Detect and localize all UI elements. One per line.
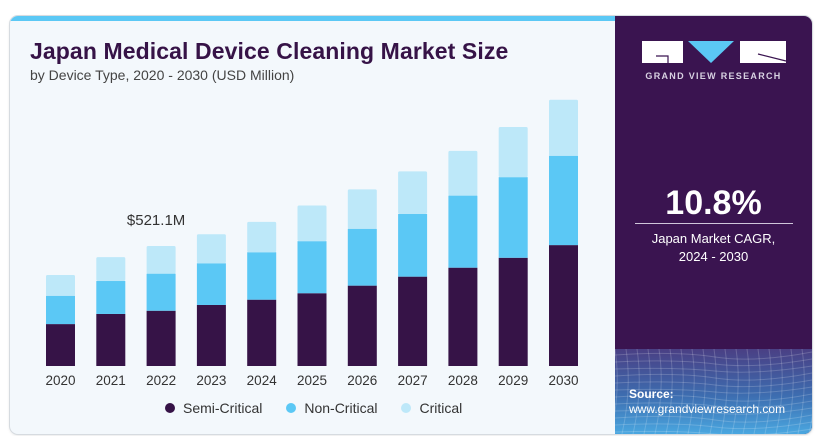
cagr-value: 10.8%: [665, 184, 762, 222]
source-link[interactable]: www.grandviewresearch.com: [629, 402, 786, 416]
bar-segment-non-critical-2026: [347, 228, 377, 286]
bar-segment-semi-critical-2023: [196, 304, 226, 366]
bar-segment-semi-critical-2028: [448, 267, 478, 366]
legend-item-semi-critical: Semi-Critical: [165, 400, 262, 416]
bar-segment-semi-critical-2024: [247, 299, 277, 366]
legend: Semi-Critical Non-Critical Critical: [165, 400, 462, 416]
legend-label: Critical: [419, 400, 463, 416]
stacked-bar-chart: 2020 2021 2022 2023 2024 2025 2026 2027 2028 2029…: [45, 99, 579, 388]
gvr-logo-icon: [642, 41, 787, 63]
bar-segment-semi-critical-2021: [96, 313, 126, 366]
bar-annotation: $521.1M: [127, 212, 185, 229]
bar-segment-semi-critical-2027: [398, 276, 428, 366]
divider: [635, 223, 793, 224]
x-tick-label: 2030: [548, 373, 578, 388]
bar-segment-critical-2025: [297, 205, 327, 242]
source-label: Source:: [629, 387, 674, 401]
x-tick-label: 2020: [45, 373, 75, 388]
infographic-card: Japan Medical Device Cleaning Market Siz…: [10, 16, 812, 434]
bar-segment-non-critical-2030: [549, 155, 578, 246]
x-tick-label: 2024: [247, 373, 278, 388]
legend-item-non-critical: Non-Critical: [286, 400, 377, 416]
accent-bar: [10, 16, 615, 21]
bar-segment-critical-2023: [196, 234, 226, 264]
bar-segment-non-critical-2027: [398, 214, 428, 277]
bar-segment-critical-2020: [46, 275, 75, 296]
x-tick-label: 2023: [196, 373, 226, 388]
brand-panel: GRAND VIEW RESEARCH 10.8% Japan Market C…: [615, 16, 812, 434]
bar-segment-semi-critical-2030: [549, 245, 578, 366]
legend-dot-semi-critical-icon: [165, 403, 175, 413]
x-tick-label: 2028: [448, 373, 478, 388]
bar-segment-non-critical-2020: [46, 295, 75, 325]
bar-segment-non-critical-2021: [96, 281, 126, 314]
legend-item-critical: Critical: [401, 400, 462, 416]
bar-segment-critical-2026: [347, 189, 377, 229]
bar-segment-critical-2030: [549, 99, 578, 156]
bar-segment-critical-2029: [498, 126, 528, 178]
bar-segment-critical-2021: [96, 257, 126, 282]
bar-segment-non-critical-2022: [146, 273, 176, 311]
chart-title: Japan Medical Device Cleaning Market Siz…: [30, 38, 509, 64]
bar-segment-semi-critical-2025: [297, 293, 327, 366]
brand-name: GRAND VIEW RESEARCH: [645, 71, 782, 81]
bar-segment-critical-2027: [398, 171, 428, 215]
legend-label: Semi-Critical: [183, 400, 263, 416]
mesh-background: [615, 348, 812, 434]
bar-segment-critical-2024: [247, 221, 277, 253]
cagr-label: Japan Market CAGR, 2024 - 2030: [615, 230, 812, 266]
x-tick-label: 2022: [146, 373, 176, 388]
bar-segment-non-critical-2023: [196, 263, 226, 305]
legend-dot-critical-icon: [401, 403, 412, 413]
legend-label: Non-Critical: [304, 400, 378, 416]
x-tick-label: 2027: [398, 373, 428, 388]
cagr-label-line1: Japan Market CAGR,: [651, 231, 776, 246]
x-tick-label: 2021: [96, 373, 126, 388]
x-tick-label: 2029: [498, 373, 528, 388]
x-tick-label: 2025: [297, 373, 327, 388]
bar-segment-critical-2022: [146, 246, 176, 274]
chart-subtitle: by Device Type, 2020 - 2030 (USD Million…: [30, 67, 295, 83]
bar-segment-non-critical-2029: [498, 177, 528, 258]
bar-segment-non-critical-2028: [448, 195, 478, 268]
legend-dot-non-critical-icon: [286, 403, 297, 413]
cagr-label-line2: 2024 - 2030: [678, 249, 749, 264]
bar-segment-semi-critical-2020: [46, 324, 75, 366]
bar-segment-critical-2028: [448, 150, 478, 196]
x-tick-label: 2026: [347, 373, 377, 388]
bar-segment-semi-critical-2022: [146, 310, 176, 366]
bar-segment-semi-critical-2026: [347, 285, 377, 366]
bar-segment-non-critical-2024: [247, 252, 277, 300]
mesh-grid-icon: [615, 348, 812, 434]
bar-segment-semi-critical-2029: [498, 257, 528, 366]
bar-segment-non-critical-2025: [297, 241, 327, 294]
